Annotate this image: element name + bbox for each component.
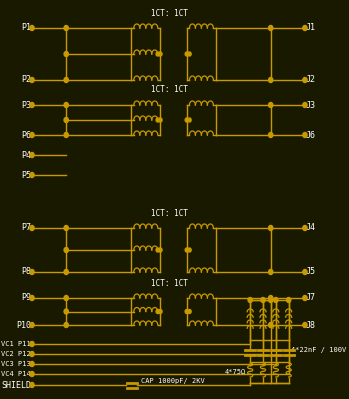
Circle shape bbox=[188, 310, 191, 314]
Text: P3: P3 bbox=[21, 101, 31, 109]
Text: P1: P1 bbox=[21, 24, 31, 32]
Text: VC2 P12: VC2 P12 bbox=[1, 351, 31, 357]
Circle shape bbox=[64, 132, 68, 138]
Circle shape bbox=[185, 248, 188, 252]
Circle shape bbox=[287, 298, 291, 302]
Circle shape bbox=[64, 247, 68, 253]
Text: SHIELD: SHIELD bbox=[1, 381, 31, 389]
Circle shape bbox=[269, 322, 273, 328]
Text: P7: P7 bbox=[21, 223, 31, 233]
Circle shape bbox=[30, 132, 34, 138]
Text: J2: J2 bbox=[306, 75, 316, 85]
Circle shape bbox=[269, 103, 273, 107]
Circle shape bbox=[185, 118, 188, 122]
Circle shape bbox=[30, 352, 34, 356]
Text: 4*22nF / 100V: 4*22nF / 100V bbox=[291, 347, 347, 353]
Circle shape bbox=[30, 225, 34, 231]
Text: J5: J5 bbox=[306, 267, 316, 277]
Text: P4: P4 bbox=[21, 150, 31, 160]
Circle shape bbox=[269, 296, 273, 300]
Circle shape bbox=[159, 248, 162, 252]
Circle shape bbox=[269, 225, 273, 231]
Text: 1CT: 1CT: 1CT: 1CT bbox=[151, 280, 188, 288]
Text: P6: P6 bbox=[21, 130, 31, 140]
Circle shape bbox=[64, 51, 68, 57]
Circle shape bbox=[303, 77, 307, 83]
Circle shape bbox=[30, 103, 34, 107]
Circle shape bbox=[64, 103, 68, 107]
Circle shape bbox=[64, 117, 68, 122]
Text: P5: P5 bbox=[21, 170, 31, 180]
Circle shape bbox=[261, 298, 265, 302]
Circle shape bbox=[269, 269, 273, 275]
Circle shape bbox=[30, 152, 34, 158]
Circle shape bbox=[156, 248, 159, 252]
Circle shape bbox=[30, 383, 34, 387]
Text: J8: J8 bbox=[306, 320, 316, 330]
Text: P10: P10 bbox=[16, 320, 31, 330]
Circle shape bbox=[303, 296, 307, 300]
Circle shape bbox=[64, 77, 68, 83]
Circle shape bbox=[156, 310, 159, 314]
Text: J6: J6 bbox=[306, 130, 316, 140]
Circle shape bbox=[156, 52, 159, 56]
Circle shape bbox=[303, 103, 307, 107]
Circle shape bbox=[303, 269, 307, 275]
Circle shape bbox=[64, 225, 68, 231]
Circle shape bbox=[303, 225, 307, 231]
Circle shape bbox=[30, 269, 34, 275]
Text: VC3 P13: VC3 P13 bbox=[1, 361, 31, 367]
Text: 1CT: 1CT: 1CT: 1CT bbox=[151, 10, 188, 18]
Circle shape bbox=[159, 118, 162, 122]
Circle shape bbox=[269, 77, 273, 83]
Text: 1CT: 1CT: 1CT: 1CT bbox=[151, 85, 188, 95]
Text: CAP 1000pF/ 2KV: CAP 1000pF/ 2KV bbox=[141, 378, 205, 384]
Circle shape bbox=[30, 361, 34, 367]
Circle shape bbox=[30, 371, 34, 377]
Text: VC1 P11: VC1 P11 bbox=[1, 341, 31, 347]
Circle shape bbox=[156, 118, 159, 122]
Circle shape bbox=[30, 342, 34, 346]
Text: J4: J4 bbox=[306, 223, 316, 233]
Circle shape bbox=[30, 172, 34, 178]
Circle shape bbox=[64, 296, 68, 300]
Circle shape bbox=[274, 298, 278, 302]
Text: J3: J3 bbox=[306, 101, 316, 109]
Circle shape bbox=[269, 298, 273, 302]
Circle shape bbox=[248, 298, 252, 302]
Circle shape bbox=[30, 322, 34, 328]
Circle shape bbox=[303, 322, 307, 328]
Circle shape bbox=[269, 26, 273, 30]
Circle shape bbox=[30, 77, 34, 83]
Circle shape bbox=[30, 296, 34, 300]
Circle shape bbox=[64, 322, 68, 328]
Text: P2: P2 bbox=[21, 75, 31, 85]
Circle shape bbox=[159, 52, 162, 56]
Circle shape bbox=[303, 132, 307, 138]
Text: J7: J7 bbox=[306, 294, 316, 302]
Circle shape bbox=[64, 269, 68, 275]
Text: P8: P8 bbox=[21, 267, 31, 277]
Circle shape bbox=[188, 118, 191, 122]
Text: P9: P9 bbox=[21, 294, 31, 302]
Circle shape bbox=[303, 26, 307, 30]
Text: VC4 P14: VC4 P14 bbox=[1, 371, 31, 377]
Text: 4*75Ω: 4*75Ω bbox=[225, 369, 246, 375]
Circle shape bbox=[30, 26, 34, 30]
Circle shape bbox=[269, 132, 273, 138]
Circle shape bbox=[185, 310, 188, 314]
Circle shape bbox=[159, 310, 162, 314]
Text: 1CT: 1CT: 1CT: 1CT bbox=[151, 209, 188, 219]
Circle shape bbox=[188, 248, 191, 252]
Circle shape bbox=[188, 52, 191, 56]
Circle shape bbox=[64, 309, 68, 314]
Text: J1: J1 bbox=[306, 24, 316, 32]
Circle shape bbox=[185, 52, 188, 56]
Circle shape bbox=[64, 26, 68, 30]
